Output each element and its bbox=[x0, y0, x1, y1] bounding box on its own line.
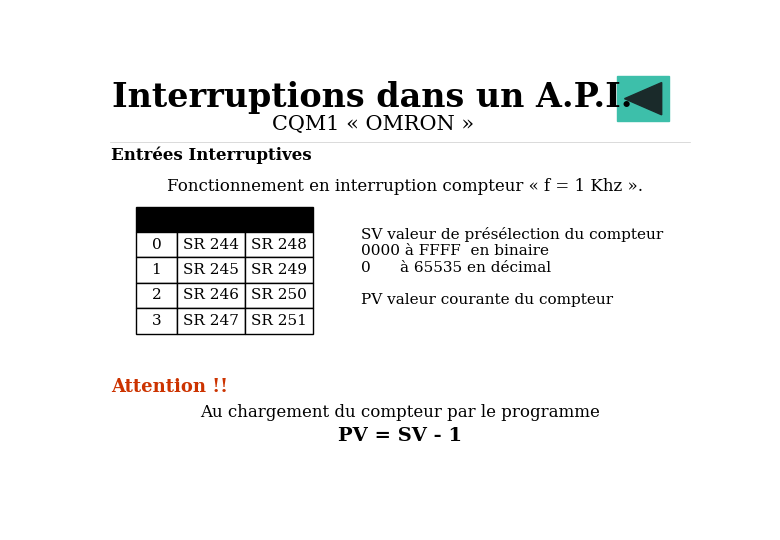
Bar bbox=[176, 308, 245, 334]
Text: PV = SV - 1: PV = SV - 1 bbox=[338, 427, 462, 445]
Text: SV valeur de présélection du compteur: SV valeur de présélection du compteur bbox=[361, 227, 663, 242]
Text: 3: 3 bbox=[151, 314, 161, 328]
Text: SR 249: SR 249 bbox=[251, 263, 307, 277]
Text: SR 245: SR 245 bbox=[183, 263, 239, 277]
Bar bbox=[617, 76, 669, 121]
Text: 0000 à FFFF  en binaire: 0000 à FFFF en binaire bbox=[361, 244, 549, 258]
Text: SR 248: SR 248 bbox=[251, 238, 307, 252]
Text: 0: 0 bbox=[151, 238, 161, 252]
Text: Interruptions dans un A.P.I.: Interruptions dans un A.P.I. bbox=[112, 80, 633, 113]
Text: 2: 2 bbox=[151, 288, 161, 302]
Text: Fonctionnement en interruption compteur « f = 1 Khz ».: Fonctionnement en interruption compteur … bbox=[167, 178, 644, 195]
Bar bbox=[136, 308, 176, 334]
Text: 1: 1 bbox=[151, 263, 161, 277]
Bar bbox=[176, 232, 245, 257]
Bar bbox=[136, 257, 176, 283]
Text: Attention !!: Attention !! bbox=[112, 377, 229, 396]
Text: SR 251: SR 251 bbox=[251, 314, 307, 328]
Text: SR 247: SR 247 bbox=[183, 314, 239, 328]
Bar bbox=[136, 283, 176, 308]
Bar bbox=[245, 257, 313, 283]
Text: SR 244: SR 244 bbox=[183, 238, 239, 252]
Bar bbox=[176, 257, 245, 283]
Text: SR 250: SR 250 bbox=[251, 288, 307, 302]
Text: Au chargement du compteur par le programme: Au chargement du compteur par le program… bbox=[200, 404, 600, 421]
Bar bbox=[136, 232, 176, 257]
Text: 0      à 65535 en décimal: 0 à 65535 en décimal bbox=[361, 261, 551, 275]
Bar bbox=[176, 283, 245, 308]
Polygon shape bbox=[625, 83, 661, 115]
Text: PV valeur courante du compteur: PV valeur courante du compteur bbox=[361, 293, 613, 307]
Text: SR 246: SR 246 bbox=[183, 288, 239, 302]
Bar bbox=[245, 283, 313, 308]
Bar bbox=[245, 232, 313, 257]
Text: CQM1 « OMRON »: CQM1 « OMRON » bbox=[271, 116, 473, 134]
Bar bbox=[136, 207, 313, 232]
Text: Entrées Interruptives: Entrées Interruptives bbox=[112, 147, 312, 164]
Bar bbox=[245, 308, 313, 334]
